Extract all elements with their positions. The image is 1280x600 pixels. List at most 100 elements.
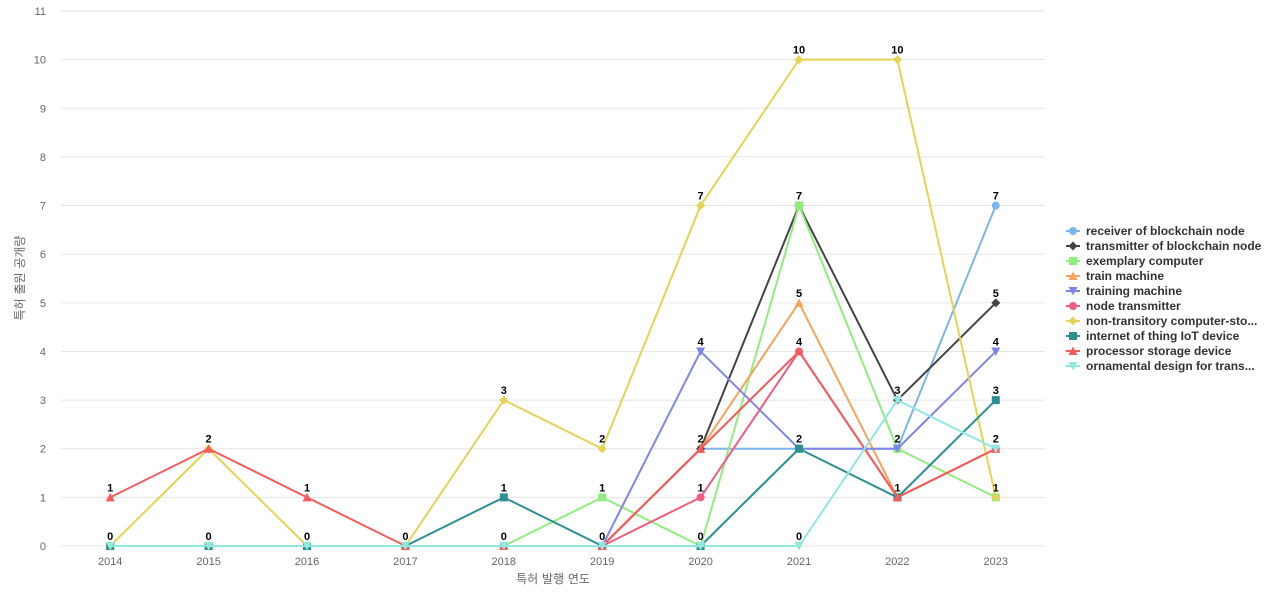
- legend-marker-5[interactable]: [1068, 287, 1078, 296]
- x-tick-label-2022: 2022: [885, 556, 909, 568]
- series-9-point-2016[interactable]: [302, 492, 312, 502]
- data-label-2020-7: 7: [698, 191, 704, 203]
- x-tick-label-2015: 2015: [196, 556, 220, 568]
- legend-item-9[interactable]: processor storage device: [1066, 344, 1232, 358]
- data-label-2022-3: 3: [894, 385, 900, 397]
- data-label-2020-0: 0: [698, 531, 704, 543]
- series-7-point-2019[interactable]: [597, 444, 607, 454]
- legend-item-5[interactable]: training machine: [1066, 284, 1182, 298]
- legend-marker-6[interactable]: [1069, 302, 1077, 310]
- series-5-point-2022[interactable]: [892, 444, 902, 454]
- series-line-8: [109, 399, 997, 547]
- data-label-2019-2: 2: [599, 434, 605, 446]
- series-9-point-2015[interactable]: [204, 444, 214, 453]
- series-2: [105, 201, 1001, 551]
- series-7-point-2018[interactable]: [499, 395, 509, 405]
- series-10-point-2021[interactable]: [794, 542, 804, 551]
- series-7-point-2023[interactable]: [991, 492, 1001, 502]
- legend-marker-3[interactable]: [1069, 257, 1077, 265]
- series-10-point-2015[interactable]: [204, 542, 214, 551]
- series-5-point-2023[interactable]: [991, 347, 1001, 356]
- legend-item-1[interactable]: receiver of blockchain node: [1066, 224, 1245, 238]
- x-tick-label-2016: 2016: [295, 556, 319, 568]
- data-label-2019-0: 0: [599, 531, 605, 543]
- legend-marker-10[interactable]: [1068, 362, 1078, 371]
- legend-item-3[interactable]: exemplary computer: [1066, 254, 1204, 268]
- x-tick-label-2023: 2023: [984, 556, 1008, 568]
- series-8-point-2021[interactable]: [795, 444, 803, 453]
- y-tick-label-7: 7: [40, 201, 46, 213]
- x-tick-label-2020: 2020: [688, 556, 712, 568]
- legend-label-3: exemplary computer: [1086, 254, 1204, 268]
- series-10-point-2014[interactable]: [105, 542, 115, 551]
- series-10-point-2019[interactable]: [597, 542, 607, 551]
- legend-marker-1[interactable]: [1069, 227, 1077, 235]
- data-label-2023-3: 3: [993, 385, 999, 397]
- data-label-2018-1: 1: [501, 482, 507, 494]
- data-label-2021-4: 4: [796, 336, 803, 348]
- series-8-point-2018[interactable]: [499, 493, 508, 502]
- x-tick-label-2021: 2021: [787, 556, 811, 568]
- data-label-2020-2: 2: [698, 434, 704, 446]
- legend-item-10[interactable]: ornamental design for trans...: [1066, 359, 1255, 373]
- series-8-point-2023[interactable]: [991, 396, 1000, 405]
- series-9-point-2021[interactable]: [794, 346, 804, 356]
- y-tick-label-3: 3: [40, 395, 46, 407]
- series-9-point-2022[interactable]: [892, 492, 902, 502]
- series-2-point-2023[interactable]: [991, 298, 1001, 308]
- legend-marker-2[interactable]: [1068, 241, 1078, 251]
- data-label-2020-4: 4: [698, 336, 705, 348]
- data-label-2022-2: 2: [894, 434, 900, 446]
- series-5-point-2020[interactable]: [696, 347, 706, 356]
- series-line-1: [109, 204, 997, 547]
- data-label-2016-0: 0: [304, 531, 310, 543]
- x-tick-label-2019: 2019: [590, 556, 614, 568]
- data-label-2021-5: 5: [796, 288, 802, 300]
- data-label-2014-1: 1: [107, 482, 113, 494]
- y-tick-label-10: 10: [34, 55, 46, 67]
- data-label-2021-7: 7: [796, 191, 802, 203]
- y-tick-label-2: 2: [40, 444, 46, 456]
- series-10-point-2020[interactable]: [696, 542, 706, 551]
- series-10-point-2016[interactable]: [302, 542, 312, 551]
- legend-marker-7[interactable]: [1068, 316, 1078, 326]
- legend-label-8: internet of thing IoT device: [1086, 329, 1240, 343]
- legend-marker-9[interactable]: [1068, 346, 1078, 356]
- data-label-2023-1: 1: [993, 482, 999, 494]
- data-label-2022-1: 1: [894, 482, 900, 494]
- legend-item-2[interactable]: transmitter of blockchain node: [1066, 239, 1262, 253]
- series-10: [105, 396, 1001, 551]
- legend-label-7: non-transitory computer-sto...: [1086, 314, 1257, 328]
- series-3-point-2021[interactable]: [795, 201, 803, 210]
- series-9-point-2014[interactable]: [105, 492, 115, 502]
- data-label-2021-0: 0: [796, 531, 802, 543]
- series-3-point-2019[interactable]: [598, 493, 607, 502]
- legend-label-9: processor storage device: [1086, 344, 1232, 358]
- data-label-2021-10: 10: [793, 45, 805, 57]
- series-line-7: [109, 58, 997, 547]
- series-4-point-2021[interactable]: [794, 298, 804, 307]
- series-6-point-2020[interactable]: [696, 493, 705, 502]
- legend-marker-4[interactable]: [1068, 271, 1078, 281]
- legend-item-4[interactable]: train machine: [1066, 269, 1164, 283]
- series-10-point-2022[interactable]: [892, 396, 902, 405]
- series-1-point-2023[interactable]: [991, 201, 1000, 210]
- legend-item-7[interactable]: non-transitory computer-sto...: [1066, 314, 1257, 328]
- legend-label-6: node transmitter: [1086, 299, 1181, 313]
- series-7-point-2022[interactable]: [892, 55, 902, 65]
- y-tick-label-0: 0: [40, 541, 46, 553]
- y-tick-label-8: 8: [40, 152, 46, 164]
- data-label-2014-0: 0: [107, 531, 113, 543]
- series-10-point-2023[interactable]: [991, 444, 1001, 454]
- data-label-2017-0: 0: [402, 531, 408, 543]
- series-10-point-2017[interactable]: [400, 542, 410, 551]
- legend-item-6[interactable]: node transmitter: [1066, 299, 1181, 313]
- series-10-point-2018[interactable]: [499, 542, 509, 551]
- series-7-point-2020[interactable]: [696, 201, 706, 211]
- y-tick-label-6: 6: [40, 249, 46, 261]
- series-lines: [105, 55, 1001, 551]
- legend-item-8[interactable]: internet of thing IoT device: [1066, 329, 1240, 343]
- series-7-point-2021[interactable]: [794, 55, 804, 65]
- legend-marker-8[interactable]: [1069, 332, 1077, 340]
- series-9-point-2020[interactable]: [696, 444, 706, 453]
